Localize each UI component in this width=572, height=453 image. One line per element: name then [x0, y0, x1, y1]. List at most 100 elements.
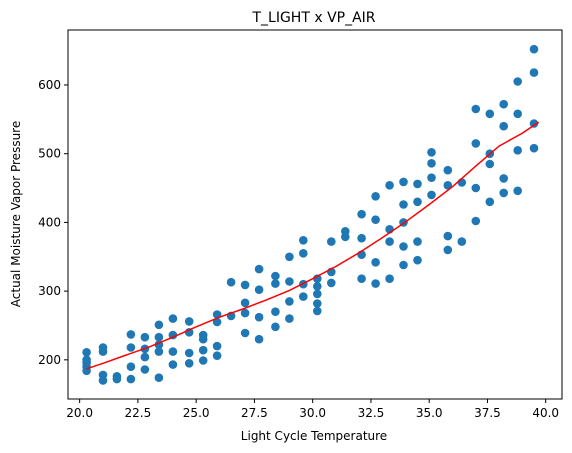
data-point — [169, 360, 178, 369]
data-point — [241, 281, 250, 290]
data-point — [444, 246, 453, 255]
y-tick-label: 300 — [38, 284, 61, 298]
data-point — [427, 148, 436, 157]
data-point — [472, 217, 481, 226]
y-tick-label: 200 — [38, 353, 61, 367]
data-point — [499, 122, 508, 131]
data-point — [427, 173, 436, 182]
data-point — [427, 191, 436, 200]
data-point — [357, 274, 366, 283]
data-point — [213, 342, 222, 351]
y-tick-label: 400 — [38, 215, 61, 229]
data-point — [486, 198, 495, 207]
data-point — [227, 278, 236, 287]
data-point — [385, 274, 394, 283]
data-point — [271, 323, 280, 332]
x-tick-label: 40.0 — [532, 406, 559, 420]
data-point — [357, 234, 366, 243]
y-tick-label: 600 — [38, 78, 61, 92]
data-point — [313, 307, 322, 316]
data-point — [99, 376, 108, 385]
data-point — [199, 335, 208, 344]
data-point — [185, 317, 194, 326]
data-point — [155, 333, 164, 342]
data-point — [413, 256, 422, 265]
x-axis-label: Light Cycle Temperature — [241, 429, 387, 443]
data-point — [327, 237, 336, 246]
data-point — [285, 314, 294, 323]
x-tick-label: 20.0 — [66, 406, 93, 420]
data-point — [199, 356, 208, 365]
data-point — [399, 242, 408, 251]
data-point — [271, 307, 280, 316]
data-point — [413, 180, 422, 189]
data-point — [486, 160, 495, 169]
data-point — [530, 68, 539, 77]
data-point — [241, 299, 250, 308]
data-point — [271, 279, 280, 288]
data-point — [127, 375, 136, 384]
data-point — [413, 198, 422, 207]
data-point — [155, 347, 164, 356]
data-point — [327, 279, 336, 288]
data-point — [499, 174, 508, 183]
data-point — [299, 236, 308, 245]
data-point — [255, 335, 264, 344]
data-point — [444, 232, 453, 241]
data-point — [413, 237, 422, 246]
data-point — [271, 272, 280, 281]
data-point — [199, 346, 208, 355]
data-point — [255, 285, 264, 294]
data-point — [513, 187, 522, 196]
data-point — [371, 192, 380, 201]
data-point — [127, 330, 136, 339]
data-point — [513, 110, 522, 119]
data-point — [472, 139, 481, 148]
x-tick-label: 35.0 — [416, 406, 443, 420]
data-point — [285, 252, 294, 261]
data-point — [255, 265, 264, 274]
data-point — [357, 210, 366, 219]
data-point — [213, 351, 222, 360]
data-point — [458, 237, 467, 246]
chart-title: T_LIGHT x VP_AIR — [251, 10, 375, 26]
data-point — [99, 347, 108, 356]
data-point — [299, 249, 308, 258]
data-point — [141, 365, 150, 374]
data-point — [155, 321, 164, 330]
data-point — [155, 373, 164, 382]
x-tick-label: 22.5 — [125, 406, 152, 420]
x-tick-label: 25.0 — [183, 406, 210, 420]
data-point — [241, 329, 250, 338]
data-point — [141, 333, 150, 342]
x-tick-label: 30.0 — [299, 406, 326, 420]
data-point — [399, 261, 408, 270]
data-point — [399, 178, 408, 187]
data-point — [113, 375, 122, 384]
data-point — [385, 181, 394, 190]
data-point — [185, 349, 194, 358]
data-point — [82, 348, 91, 357]
data-point — [371, 215, 380, 224]
data-point — [513, 146, 522, 155]
data-point — [255, 313, 264, 322]
data-point — [472, 105, 481, 114]
data-point — [313, 282, 322, 291]
x-tick-label: 37.5 — [474, 406, 501, 420]
data-point — [341, 233, 350, 242]
data-point — [371, 258, 380, 267]
data-point — [313, 290, 322, 299]
data-point — [169, 314, 178, 323]
y-tick-label: 500 — [38, 147, 61, 161]
data-point — [313, 299, 322, 308]
data-point — [241, 309, 250, 318]
data-point — [185, 359, 194, 368]
data-point — [513, 77, 522, 86]
data-point — [285, 277, 294, 286]
data-point — [444, 166, 453, 175]
x-tick-label: 27.5 — [241, 406, 268, 420]
data-point — [399, 200, 408, 209]
data-point — [427, 159, 436, 168]
